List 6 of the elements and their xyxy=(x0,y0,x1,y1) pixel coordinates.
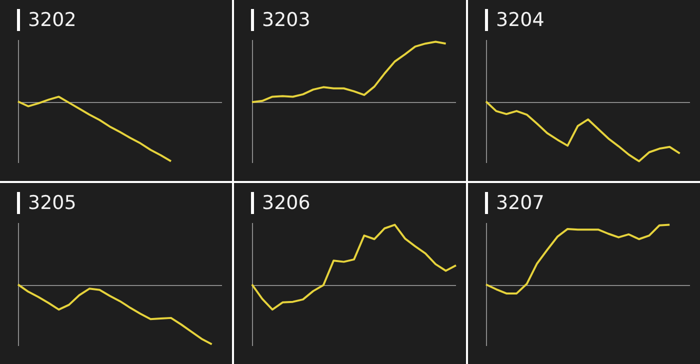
chart-title: 3206 xyxy=(251,192,310,214)
chart-title: 3202 xyxy=(17,9,76,31)
chart-title: 3207 xyxy=(485,192,544,214)
chart-title: 3204 xyxy=(485,9,544,31)
chart-title: 3205 xyxy=(17,192,76,214)
chart-title: 3203 xyxy=(251,9,310,31)
